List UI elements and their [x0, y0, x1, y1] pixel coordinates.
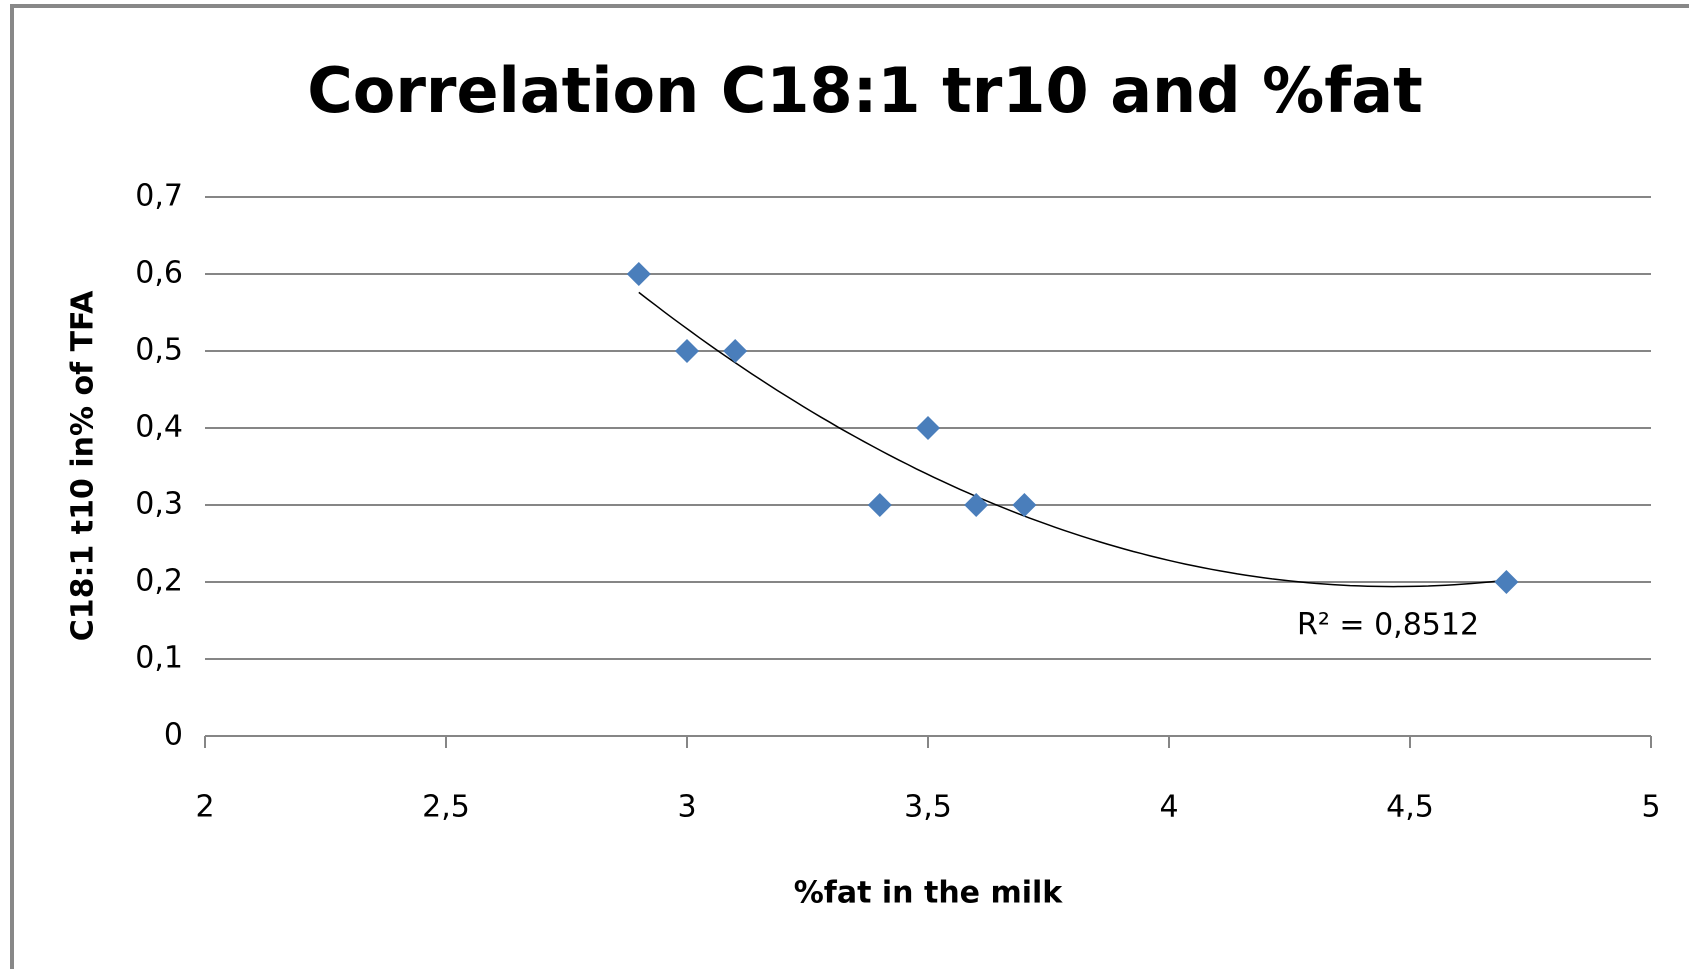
data-point — [867, 493, 892, 517]
y-tick-label: 0,1 — [135, 641, 183, 676]
y-tick-label: 0 — [164, 718, 183, 753]
data-point — [1494, 570, 1519, 594]
chart-frame — [10, 4, 1689, 969]
data-point — [916, 416, 940, 440]
x-tick-label: 4 — [1159, 790, 1178, 825]
y-tick-label: 0,5 — [135, 333, 183, 368]
y-tick-label: 0,4 — [135, 410, 183, 445]
x-axis-title: %fat in the milk — [794, 876, 1064, 911]
y-tick-label: 0,6 — [135, 256, 183, 291]
x-tick-label: 3 — [677, 790, 696, 825]
data-point — [723, 339, 748, 363]
y-axis-title: C18:1 t10 in% of TFA — [66, 290, 101, 641]
trendline — [638, 291, 1507, 588]
data-point — [1012, 493, 1037, 517]
data-point — [675, 339, 699, 363]
data-point — [964, 493, 989, 517]
y-tick-label: 0,2 — [135, 564, 183, 599]
x-tick-label: 2 — [195, 790, 214, 825]
x-tick-label: 2,5 — [422, 790, 470, 825]
x-tick-label: 4,5 — [1386, 790, 1434, 825]
chart-title: Correlation C18:1 tr10 and %fat — [307, 54, 1423, 127]
x-tick-label: 3,5 — [904, 790, 952, 825]
x-tick-label: 5 — [1641, 790, 1660, 825]
y-tick-label: 0,7 — [135, 179, 183, 214]
trendline-label: R² = 0,8512 — [1297, 608, 1479, 643]
data-point — [626, 262, 651, 286]
y-tick-label: 0,3 — [135, 487, 183, 522]
